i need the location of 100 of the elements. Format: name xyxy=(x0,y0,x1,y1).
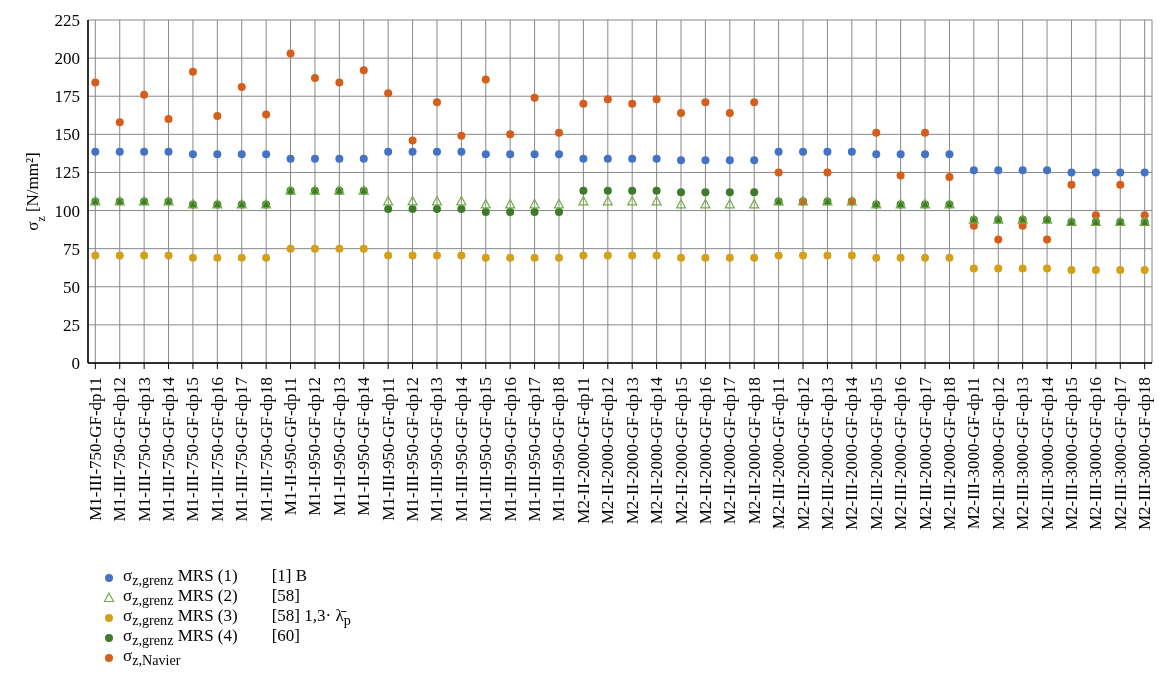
point xyxy=(774,168,783,177)
point xyxy=(847,251,856,260)
legend-label: σ$_{z,grenz}$ MRS (1) [1] B xyxy=(123,565,308,589)
x-tick-label: M1-III-950-GF-dp15 xyxy=(476,377,496,522)
point xyxy=(945,253,954,262)
x-tick-label: M1-III-950-GF-dp14 xyxy=(451,376,471,522)
x-tick-label: M1-III-950-GF-dp12 xyxy=(403,377,423,522)
point xyxy=(652,251,661,260)
point xyxy=(774,147,783,156)
point xyxy=(896,171,905,180)
point xyxy=(603,95,612,104)
x-tick-label: M2-III-2000-GF-dp12 xyxy=(793,377,813,530)
point xyxy=(969,264,978,273)
y-tick-label: 25 xyxy=(63,315,80,335)
point xyxy=(896,150,905,159)
point xyxy=(431,195,443,206)
x-tick-label: M2-III-2000-GF-dp14 xyxy=(842,376,862,530)
point xyxy=(677,108,686,117)
x-tick-label: M1-III-950-GF-dp18 xyxy=(549,377,569,522)
point xyxy=(823,251,832,260)
point xyxy=(579,99,588,108)
point xyxy=(969,166,978,175)
point xyxy=(750,156,759,165)
point xyxy=(701,156,710,165)
x-tick-label: M1-III-950-GF-dp13 xyxy=(427,377,447,522)
point xyxy=(530,208,539,217)
point xyxy=(408,136,417,145)
point xyxy=(750,188,759,197)
point xyxy=(335,244,344,253)
x-tick-label: M2-II-2000-GF-dp18 xyxy=(744,377,764,525)
x-tick-label: M2-II-2000-GF-dp17 xyxy=(720,376,740,525)
point xyxy=(213,253,222,262)
point xyxy=(481,75,490,84)
x-tick-label: M2-III-3000-GF-dp17 xyxy=(1110,376,1130,530)
point xyxy=(1018,264,1027,273)
point xyxy=(578,195,589,206)
point xyxy=(262,110,271,119)
point xyxy=(213,150,222,159)
point xyxy=(140,90,149,99)
point xyxy=(359,66,368,75)
point xyxy=(921,128,930,137)
x-tick-label: M2-III-2000-GF-dp17 xyxy=(915,376,935,530)
point xyxy=(1140,266,1149,275)
point xyxy=(651,195,662,206)
point xyxy=(1116,168,1125,177)
point xyxy=(701,98,710,107)
point xyxy=(725,253,734,262)
point xyxy=(140,251,149,260)
x-tick-label: M1-III-750-GF-dp15 xyxy=(183,377,203,522)
point xyxy=(262,253,271,262)
point xyxy=(921,253,930,262)
point xyxy=(749,198,760,209)
point xyxy=(432,147,441,156)
x-tick-label: M2-II-2000-GF-dp13 xyxy=(622,377,642,525)
point xyxy=(408,251,417,260)
y-tick-label: 125 xyxy=(54,163,80,183)
point xyxy=(164,251,173,260)
x-tick-label: M2-III-2000-GF-dp16 xyxy=(891,377,911,530)
point xyxy=(310,154,319,163)
point xyxy=(432,98,441,107)
point xyxy=(164,115,173,124)
point xyxy=(115,118,124,127)
point xyxy=(1091,266,1100,275)
point xyxy=(872,150,881,159)
point xyxy=(1091,168,1100,177)
x-tick-label: M2-II-2000-GF-dp15 xyxy=(671,377,691,525)
point xyxy=(506,208,515,217)
point xyxy=(335,154,344,163)
point xyxy=(579,186,588,195)
point xyxy=(1018,166,1027,175)
y-tick-label: 150 xyxy=(54,125,80,145)
point xyxy=(480,198,491,209)
point xyxy=(628,154,637,163)
x-tick-label: M2-III-2000-GF-dp13 xyxy=(817,377,837,530)
point xyxy=(164,147,173,156)
point xyxy=(481,208,490,217)
x-tick-label: M2-III-2000-GF-dp18 xyxy=(939,377,959,530)
point xyxy=(408,205,417,214)
point xyxy=(456,195,467,206)
point xyxy=(994,264,1003,273)
point xyxy=(457,205,466,214)
point xyxy=(310,73,319,82)
point xyxy=(725,156,734,165)
point xyxy=(115,147,124,156)
point xyxy=(140,147,149,156)
x-tick-label: M1-III-750-GF-dp13 xyxy=(134,377,154,522)
point xyxy=(823,168,832,177)
x-tick-label: M1-II-950-GF-dp12 xyxy=(305,377,325,516)
point xyxy=(115,251,124,260)
point xyxy=(506,253,515,262)
point xyxy=(188,150,197,159)
x-tick-label: M2-III-3000-GF-dp15 xyxy=(1061,377,1081,530)
point xyxy=(554,128,563,137)
point xyxy=(1043,235,1052,244)
y-tick-label: 0 xyxy=(71,354,80,374)
point xyxy=(506,130,515,139)
point xyxy=(750,253,759,262)
x-tick-label: M1-III-950-GF-dp16 xyxy=(500,377,520,522)
point xyxy=(407,195,418,206)
point xyxy=(921,150,930,159)
